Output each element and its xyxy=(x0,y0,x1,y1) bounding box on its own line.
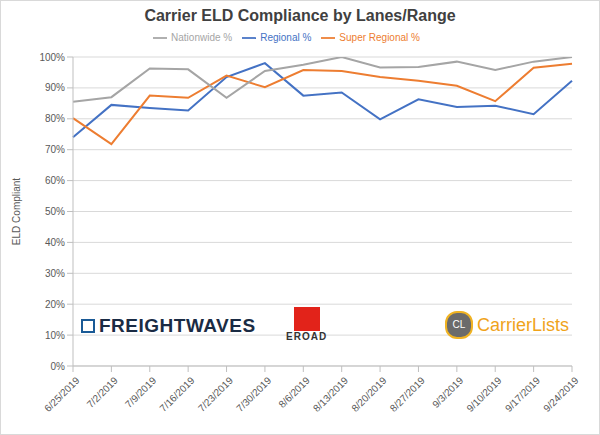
html-text:Carrier ELD Compliance by Lane: Carrier ELD Compliance by Lanes/Range xyxy=(144,7,456,24)
svg-text:9/3/2019: 9/3/2019 xyxy=(430,374,466,410)
svg-text:90%: 90% xyxy=(45,82,65,93)
svg-text:7/2/2019: 7/2/2019 xyxy=(85,374,121,410)
svg-text:8/27/2019: 8/27/2019 xyxy=(388,374,428,414)
html-text:CL: CL xyxy=(452,319,466,330)
svg-text:9/17/2019: 9/17/2019 xyxy=(503,374,543,414)
html-text:EROAD: EROAD xyxy=(286,331,328,342)
html-text:Nationwide %: Nationwide % xyxy=(171,31,233,43)
svg-text:60%: 60% xyxy=(45,175,65,186)
svg-text:7/30/2019: 7/30/2019 xyxy=(234,374,274,414)
html-text:Regional %: Regional % xyxy=(260,31,312,43)
svg-text:9/10/2019: 9/10/2019 xyxy=(464,374,504,414)
svg-text:40%: 40% xyxy=(45,237,65,248)
svg-text:20%: 20% xyxy=(45,299,65,310)
svg-text:7/23/2019: 7/23/2019 xyxy=(196,374,236,414)
html-text:Super Regional %: Super Regional % xyxy=(339,31,420,43)
svg-text:7/9/2019: 7/9/2019 xyxy=(123,374,159,410)
svg-text:7/16/2019: 7/16/2019 xyxy=(157,374,197,414)
svg-text:100%: 100% xyxy=(39,52,65,63)
svg-text:8/20/2019: 8/20/2019 xyxy=(349,374,389,414)
svg-text:6/25/2019: 6/25/2019 xyxy=(42,374,82,414)
svg-text:8/13/2019: 8/13/2019 xyxy=(311,374,351,414)
svg-text:30%: 30% xyxy=(45,268,65,279)
svg-text:ELD Compliant: ELD Compliant xyxy=(11,178,22,245)
svg-text:8/6/2019: 8/6/2019 xyxy=(276,374,312,410)
svg-text:50%: 50% xyxy=(45,206,65,217)
svg-text:80%: 80% xyxy=(45,113,65,124)
svg-text:10%: 10% xyxy=(45,330,65,341)
html-text:FREIGHTWAVES: FREIGHTWAVES xyxy=(99,315,256,336)
svg-text:0%: 0% xyxy=(51,361,66,372)
svg-text:70%: 70% xyxy=(45,144,65,155)
svg-text:9/24/2019: 9/24/2019 xyxy=(541,374,581,414)
html-text:CarrierLists: CarrierLists xyxy=(477,314,569,335)
